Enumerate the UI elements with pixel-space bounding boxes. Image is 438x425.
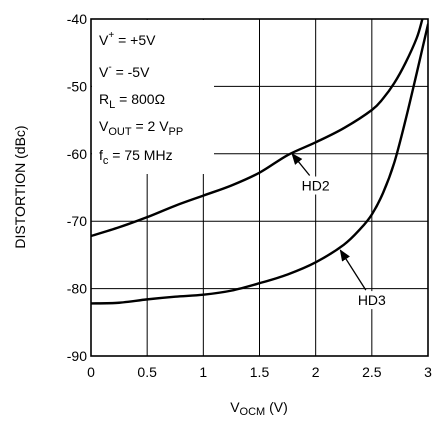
condition-line: fc = 75 MHz [99, 147, 173, 167]
y-tick-label: -80 [67, 281, 87, 297]
plot-frame [90, 18, 429, 357]
condition-line: V+ = +5V [99, 30, 156, 48]
curves [91, 19, 428, 305]
y-tick-label: -90 [67, 348, 87, 364]
y-tick-label: -40 [67, 11, 87, 27]
x-axis-title: VOCM (V) [230, 399, 288, 418]
series-label-background [351, 291, 392, 310]
y-tick-labels: -90 -80 -70 -60 -50 -40 [67, 11, 87, 364]
y-tick-label: -60 [67, 146, 87, 162]
x-tick-labels: 0 0.5 1 1.5 2 2.5 3 [87, 364, 432, 380]
y-tick-label: -70 [67, 213, 87, 229]
conditions-annotation: V+ = +5V V- = -5V RL = 800Ω VOUT = 2 VPP fc … [92, 20, 214, 174]
condition-line: RL = 800Ω [99, 91, 165, 111]
x-tick-label: 0.5 [137, 364, 157, 380]
series-arrow-hd3 [339, 249, 367, 291]
series-label-hd2: HD2 [302, 178, 330, 194]
x-tick-label: 0 [87, 364, 95, 380]
series-line-hd2 [91, 19, 424, 238]
conditions-background [92, 20, 214, 174]
x-tick-label: 3 [424, 364, 432, 380]
series-arrow-hd2 [291, 152, 311, 176]
condition-line: VOUT = 2 VPP [99, 118, 183, 138]
x-tick-label: 1 [199, 364, 207, 380]
y-tick-label: -50 [67, 78, 87, 94]
condition-line: V- = -5V [99, 62, 150, 80]
x-tick-label: 1.5 [250, 364, 270, 380]
series-line-hd3 [91, 23, 428, 305]
series-label-hd3: HD3 [358, 292, 386, 308]
series-label-background [295, 176, 336, 195]
x-tick-label: 2.5 [362, 364, 382, 380]
y-axis-title: DISTORTION (dBc) [12, 125, 28, 248]
x-tick-label: 2 [312, 364, 320, 380]
curve-labels: HD2 HD3 [291, 152, 392, 310]
